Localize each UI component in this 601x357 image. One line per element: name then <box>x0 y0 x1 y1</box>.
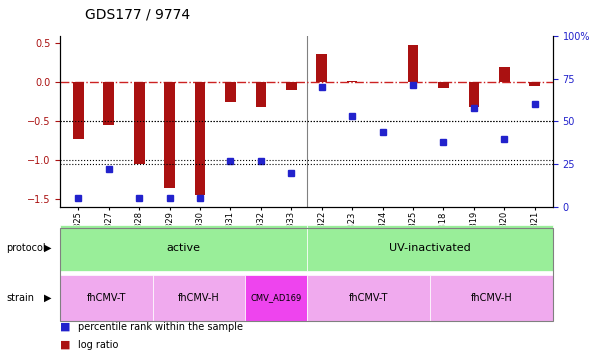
Bar <box>316 54 327 82</box>
Text: percentile rank within the sample: percentile rank within the sample <box>78 322 243 332</box>
Bar <box>255 82 266 107</box>
Bar <box>73 82 84 139</box>
Text: fhCMV-H: fhCMV-H <box>178 293 219 303</box>
Text: fhCMV-H: fhCMV-H <box>471 293 512 303</box>
Text: protocol: protocol <box>6 243 46 253</box>
Text: CMV_AD169: CMV_AD169 <box>250 293 301 303</box>
Text: log ratio: log ratio <box>78 340 118 350</box>
Text: active: active <box>166 243 200 253</box>
Text: ▶: ▶ <box>44 243 51 253</box>
Bar <box>134 82 144 164</box>
Text: ■: ■ <box>60 322 70 332</box>
Text: fhCMV-T: fhCMV-T <box>349 293 388 303</box>
Text: GDS177 / 9774: GDS177 / 9774 <box>85 8 190 22</box>
Text: fhCMV-T: fhCMV-T <box>87 293 126 303</box>
Bar <box>347 81 358 82</box>
Bar <box>469 82 479 107</box>
Bar <box>286 82 297 90</box>
Text: ▶: ▶ <box>44 293 51 303</box>
Bar <box>225 82 236 102</box>
Text: ■: ■ <box>60 340 70 350</box>
Bar <box>103 82 114 125</box>
Bar <box>438 82 449 88</box>
Bar <box>164 82 175 187</box>
Bar <box>195 82 206 195</box>
Text: UV-inactivated: UV-inactivated <box>389 243 471 253</box>
Bar <box>499 67 510 82</box>
Bar <box>407 45 418 82</box>
Bar <box>529 82 540 86</box>
Text: strain: strain <box>6 293 34 303</box>
